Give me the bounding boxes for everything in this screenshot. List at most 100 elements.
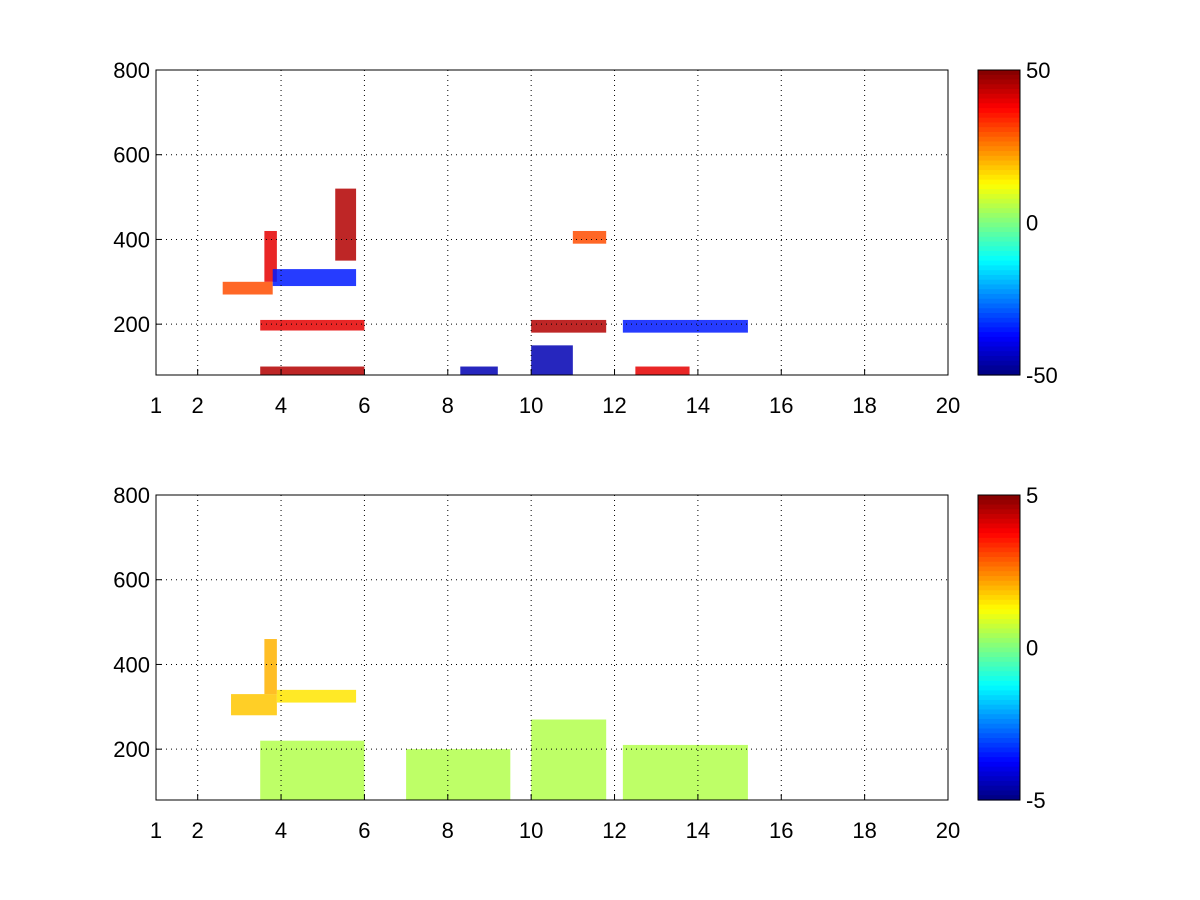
x-tick-label: 14 xyxy=(686,818,710,843)
y-tick-label: 400 xyxy=(113,652,150,677)
heatmap-cell xyxy=(622,744,748,800)
colorbar-segment xyxy=(978,170,1020,176)
axes-frame xyxy=(155,69,949,376)
heatmap-cell xyxy=(260,366,365,375)
colorbar-segment xyxy=(978,279,1020,286)
colorbar-segment xyxy=(978,499,1020,506)
heatmap-cell xyxy=(231,694,277,716)
heatmap-cell xyxy=(531,345,573,375)
colorbar-segment xyxy=(978,761,1020,768)
colorbar-segment xyxy=(978,590,1020,596)
colorbar-segment xyxy=(978,103,1020,109)
axes-frame xyxy=(155,494,949,801)
colorbar-segment xyxy=(978,265,1020,271)
colorbar-segment xyxy=(978,336,1020,343)
colorbar-segment xyxy=(978,365,1020,371)
colorbar-segment xyxy=(978,184,1020,190)
x-tick-label: 12 xyxy=(602,393,626,418)
heatmap-cell xyxy=(264,639,277,695)
colorbar-segment xyxy=(978,160,1020,166)
colorbar-segment xyxy=(978,217,1020,224)
colorbar-tick-label: 0 xyxy=(1026,211,1038,236)
colorbar-segment xyxy=(978,293,1020,300)
colorbar-segment xyxy=(978,699,1020,706)
colorbar-segment xyxy=(978,251,1020,257)
colorbar-segment xyxy=(978,298,1020,305)
colorbar-segment xyxy=(978,146,1020,152)
colorbar-segment xyxy=(978,566,1020,572)
x-tick-label: 10 xyxy=(519,818,543,843)
colorbar-segment xyxy=(978,738,1020,744)
colorbar-segment xyxy=(978,112,1020,119)
colorbar-segment xyxy=(978,332,1020,338)
colorbar-segment xyxy=(978,198,1020,205)
colorbar-segment xyxy=(978,642,1020,649)
colorbar-segment xyxy=(978,322,1020,328)
colorbar-segment xyxy=(978,514,1020,520)
colorbar-segment xyxy=(978,255,1020,262)
y-tick-label: 400 xyxy=(113,227,150,252)
colorbar: 50 0 -50 xyxy=(977,58,1058,388)
colorbar-segment xyxy=(978,174,1020,181)
colorbar-segment xyxy=(978,260,1020,266)
colorbar-segment xyxy=(978,604,1020,610)
heatmap-cell xyxy=(460,366,498,375)
colorbar-segment xyxy=(978,785,1020,792)
x-tick-label: 20 xyxy=(936,393,960,418)
colorbar-segment xyxy=(978,222,1020,228)
colorbar-segment xyxy=(978,757,1020,763)
colorbar-segment xyxy=(978,74,1020,81)
y-tick-label: 200 xyxy=(113,737,150,762)
colorbar-frame xyxy=(977,69,1021,376)
heatmap-cells xyxy=(222,188,748,375)
colorbar-segment xyxy=(978,89,1020,95)
colorbar-segment xyxy=(978,93,1020,100)
heatmap-cell xyxy=(406,749,511,800)
colorbar-segment xyxy=(978,98,1020,104)
colorbar-segment xyxy=(978,523,1020,529)
colorbar-segment xyxy=(978,241,1020,247)
colorbar-frame xyxy=(977,494,1021,801)
x-tick-label: 1 xyxy=(150,393,162,418)
x-tick-label: 6 xyxy=(358,818,370,843)
colorbar-segment xyxy=(978,680,1020,687)
y-tick-label: 600 xyxy=(113,568,150,593)
colorbar-segment xyxy=(978,690,1020,696)
colorbar-segment xyxy=(978,614,1020,620)
colorbar-segment xyxy=(978,628,1020,634)
colorbar-segment xyxy=(978,657,1020,663)
colorbar-segment xyxy=(978,117,1020,124)
colorbar-segment xyxy=(978,84,1020,90)
colorbar-segment xyxy=(978,795,1020,801)
x-tick-label: 8 xyxy=(442,393,454,418)
colorbar-segment xyxy=(978,284,1020,290)
colorbar-segment xyxy=(978,671,1020,677)
colorbar-segment xyxy=(978,580,1020,587)
x-tick-label: 6 xyxy=(358,393,370,418)
colorbar-segment xyxy=(978,747,1020,753)
colorbar-segment xyxy=(978,585,1020,591)
colorbar-segment xyxy=(978,108,1020,114)
colorbar-segment xyxy=(978,308,1020,314)
heatmap-cell xyxy=(335,188,357,261)
x-tick-label: 18 xyxy=(852,818,876,843)
x-tick-label: 10 xyxy=(519,393,543,418)
colorbar-segment xyxy=(978,236,1020,243)
colorbar-segment xyxy=(978,70,1020,76)
heatmap-cell xyxy=(531,319,607,333)
colorbar-segment xyxy=(978,728,1020,734)
colorbar-segment xyxy=(978,547,1020,553)
colorbar-segment xyxy=(978,661,1020,668)
colorbar-segment xyxy=(978,289,1020,295)
colorbar-segment xyxy=(978,676,1020,682)
colorbar-segment xyxy=(978,528,1020,534)
x-tick-label: 1 xyxy=(150,818,162,843)
colorbar-segment xyxy=(978,780,1020,787)
colorbar-segment xyxy=(978,718,1020,725)
colorbar-segment xyxy=(978,127,1020,133)
colorbar-segment xyxy=(978,771,1020,777)
colorbar-segment xyxy=(978,647,1020,653)
heatmap-cell xyxy=(531,719,607,800)
colorbar-segment xyxy=(978,518,1020,525)
x-tick-label: 16 xyxy=(769,818,793,843)
